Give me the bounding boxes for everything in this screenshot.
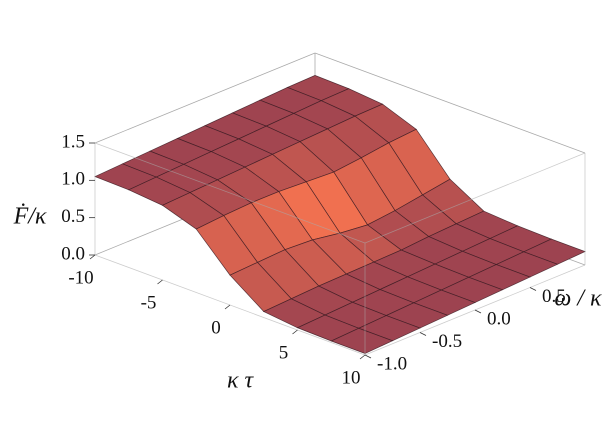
box-edge	[94, 52, 316, 144]
y-tick-label: -0.5	[432, 331, 462, 352]
z-tick-label: 0.5	[61, 206, 85, 227]
x-tick-label: -10	[68, 267, 93, 288]
box-edge	[314, 52, 586, 154]
y-tick	[529, 287, 537, 291]
y-tick-label: -1.0	[377, 353, 407, 374]
x-tick-label: 5	[279, 342, 289, 363]
x-tick-label: -5	[141, 292, 157, 313]
surface-patch	[330, 327, 394, 354]
y-tick-label: 0.5	[542, 286, 566, 307]
x-tick	[292, 329, 298, 335]
x-tick-label: 0	[211, 317, 221, 338]
z-tick-label: 1.0	[61, 169, 85, 190]
x-tick	[157, 279, 163, 285]
x-axis-label: κ τ	[227, 368, 255, 394]
y-tick-label: 0.0	[487, 308, 511, 329]
x-tick	[359, 354, 366, 360]
z-axis-label: Ḟ/κ	[13, 204, 47, 230]
z-tick-label: 1.5	[61, 131, 85, 152]
y-axis-label: ω / κ	[554, 286, 602, 312]
box-edge	[94, 142, 366, 244]
y-tick	[364, 354, 372, 359]
z-tick-label: 0.0	[61, 243, 85, 264]
box-edge	[364, 152, 586, 244]
y-tick	[419, 332, 427, 336]
x-tick-label: 10	[342, 367, 361, 388]
x-tick	[89, 254, 96, 260]
y-tick	[474, 309, 482, 314]
x-tick	[224, 304, 231, 310]
